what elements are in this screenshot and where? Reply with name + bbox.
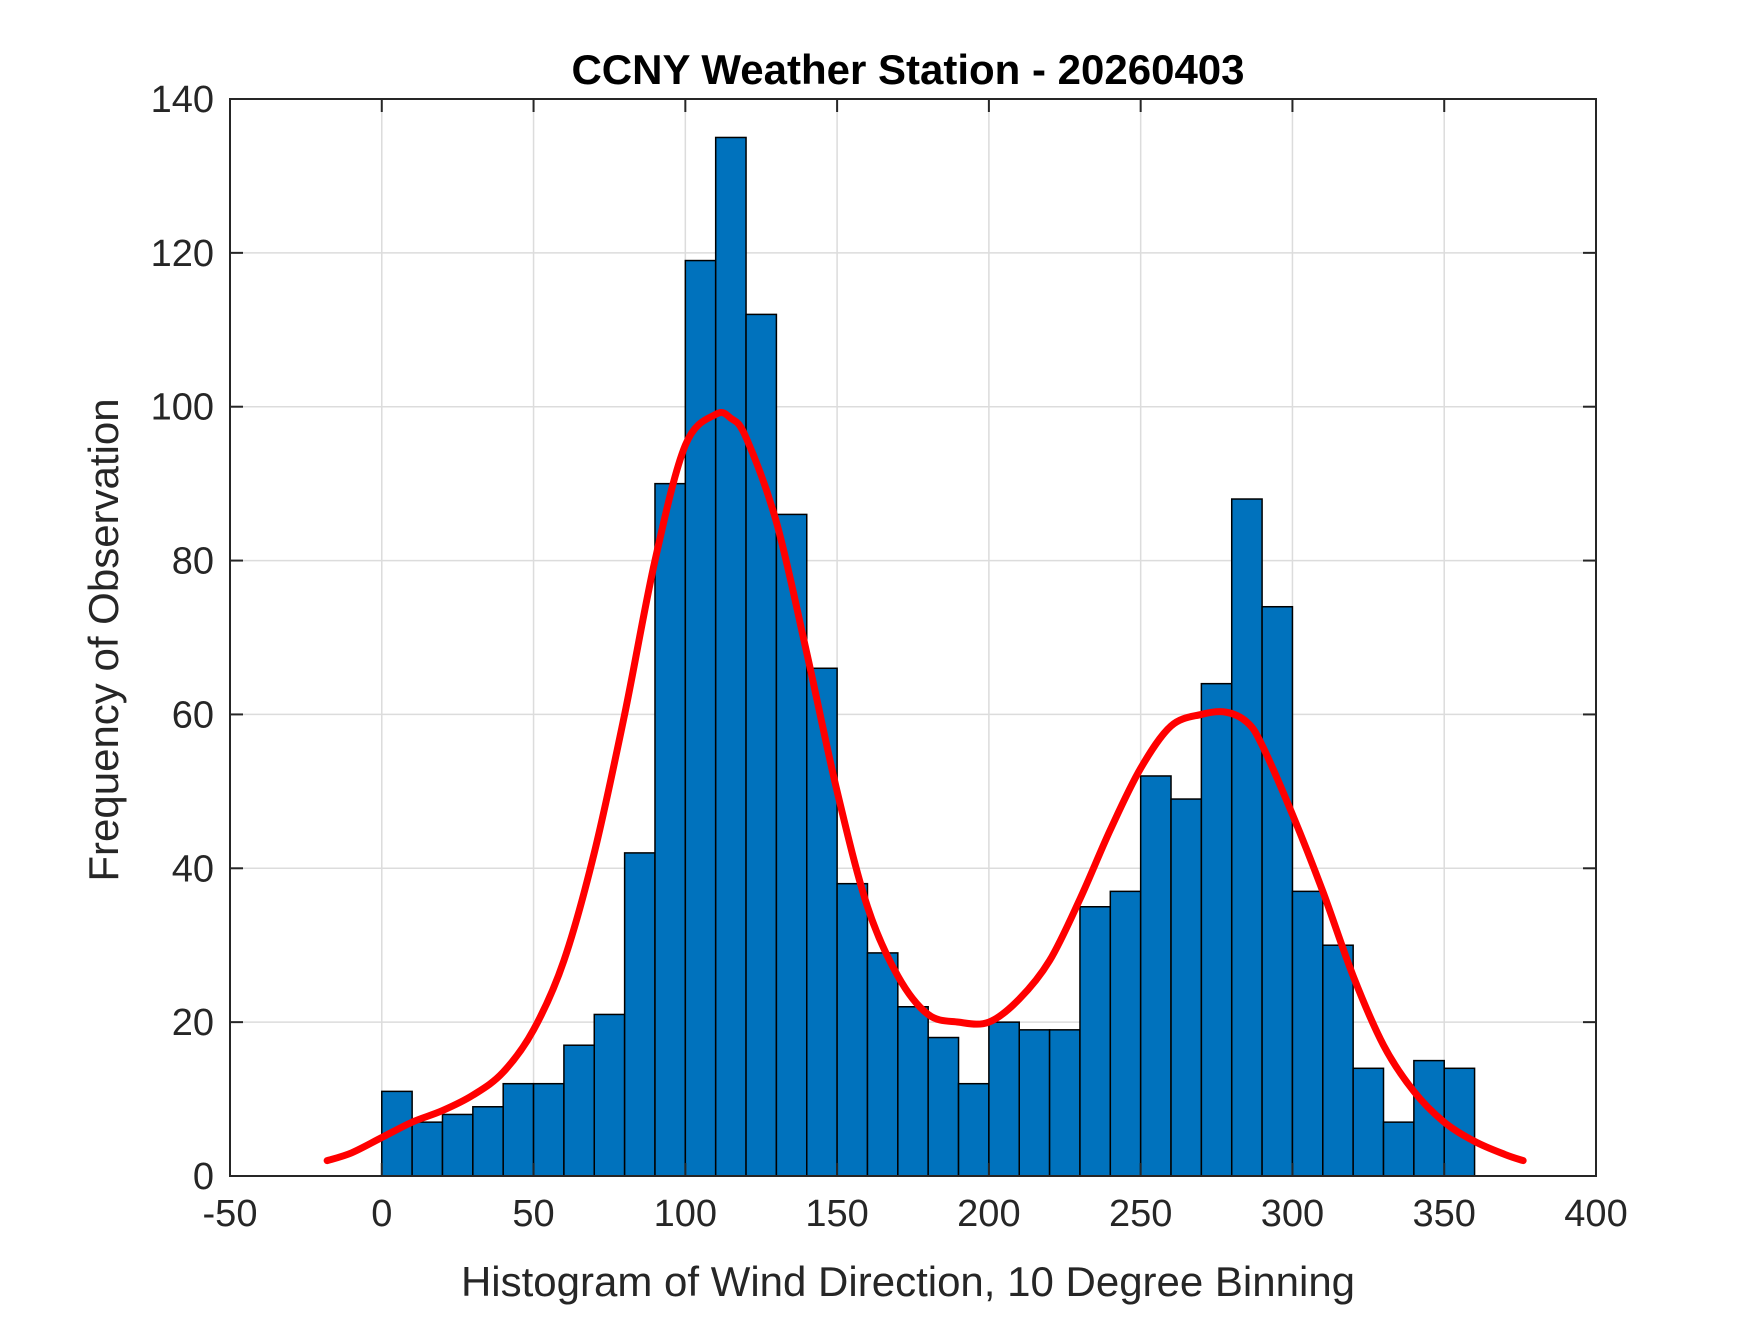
histogram-bar: [1291, 890, 1324, 1177]
x-tick-label: 250: [1109, 1193, 1172, 1235]
histogram-bar: [593, 1013, 626, 1177]
histogram-bar: [714, 136, 747, 1177]
fit-curve-layer: [323, 409, 1527, 1165]
y-tick-labels: 0 20 40 60 80 100 120 140: [151, 79, 214, 1198]
x-axis-label: Histogram of Wind Direction, 10 Degree B…: [461, 1258, 1355, 1305]
x-tick-label: -50: [203, 1193, 258, 1235]
histogram-bar: [1230, 498, 1263, 1177]
histogram-bar: [1322, 944, 1354, 1177]
histogram-bar: [1352, 1067, 1385, 1177]
x-tick-labels: -50 0 50 100 150 200 250 300 350 400: [203, 1193, 1628, 1235]
histogram-bar: [441, 1113, 474, 1177]
y-tick-label: 120: [151, 233, 214, 275]
y-tick-label: 40: [172, 848, 214, 890]
y-tick-label: 0: [193, 1156, 214, 1198]
histogram-bar: [563, 1044, 596, 1177]
x-tick-label: 100: [654, 1193, 717, 1235]
x-tick-label: 300: [1261, 1193, 1324, 1235]
histogram-bar: [1382, 1121, 1415, 1177]
x-tick-label: 0: [371, 1193, 392, 1235]
histogram-bar: [654, 482, 687, 1177]
axes-box: [229, 98, 1597, 1177]
y-tick-label: 60: [172, 694, 214, 736]
histogram-bar: [866, 952, 899, 1177]
y-tick-label: 20: [172, 1002, 214, 1044]
histogram-bar: [957, 1082, 990, 1177]
x-tick-label: 50: [512, 1193, 554, 1235]
y-tick-label: 140: [151, 79, 214, 121]
histogram-bar: [1170, 798, 1203, 1177]
histogram-bar: [623, 852, 656, 1177]
histogram-bar: [1018, 1029, 1051, 1177]
histogram-bar: [836, 882, 869, 1177]
histogram-bar: [775, 513, 808, 1177]
histogram-bar: [472, 1106, 504, 1177]
histogram-bar: [1109, 890, 1142, 1177]
histogram-bar: [1079, 906, 1112, 1177]
histogram-bar: [502, 1082, 535, 1177]
x-tick-label: 200: [957, 1193, 1020, 1235]
histogram-bar: [806, 667, 838, 1177]
fit-curve-line: [323, 409, 1527, 1165]
y-tick-label: 100: [151, 387, 214, 429]
x-tick-label: 150: [805, 1193, 868, 1235]
x-tick-label: 350: [1413, 1193, 1476, 1235]
histogram-bar: [897, 1006, 929, 1177]
histogram-bar: [1139, 775, 1172, 1177]
y-axis-label: Frequency of Observation: [80, 398, 127, 881]
y-tick-label: 80: [172, 541, 214, 583]
histogram-bar: [988, 1021, 1020, 1177]
histogram-bar: [532, 1082, 565, 1177]
histogram-bar: [1261, 605, 1294, 1177]
axes-frame: [229, 98, 1597, 1177]
histogram-bar: [684, 259, 717, 1177]
x-tick-label: 400: [1564, 1193, 1627, 1235]
chart-title: CCNY Weather Station - 20260403: [571, 46, 1244, 93]
histogram-bar: [1200, 682, 1233, 1177]
histogram-bar: [411, 1121, 444, 1177]
histogram-bar: [1048, 1029, 1081, 1177]
histogram-bar: [927, 1036, 960, 1177]
